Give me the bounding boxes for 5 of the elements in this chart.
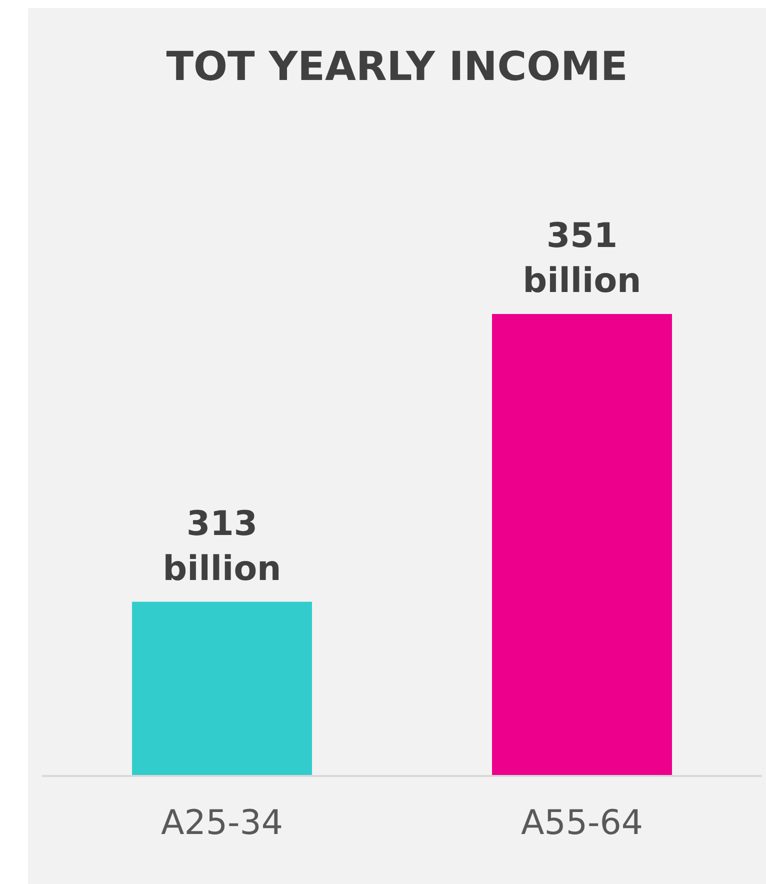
data-label: 351 billion [522,216,642,301]
x-tick-label: A55-64 [520,803,644,844]
chart-title: TOT YEARLY INCOME [165,44,629,90]
x-tick-label: A25-34 [160,803,284,844]
data-label: 313 billion [162,504,282,589]
